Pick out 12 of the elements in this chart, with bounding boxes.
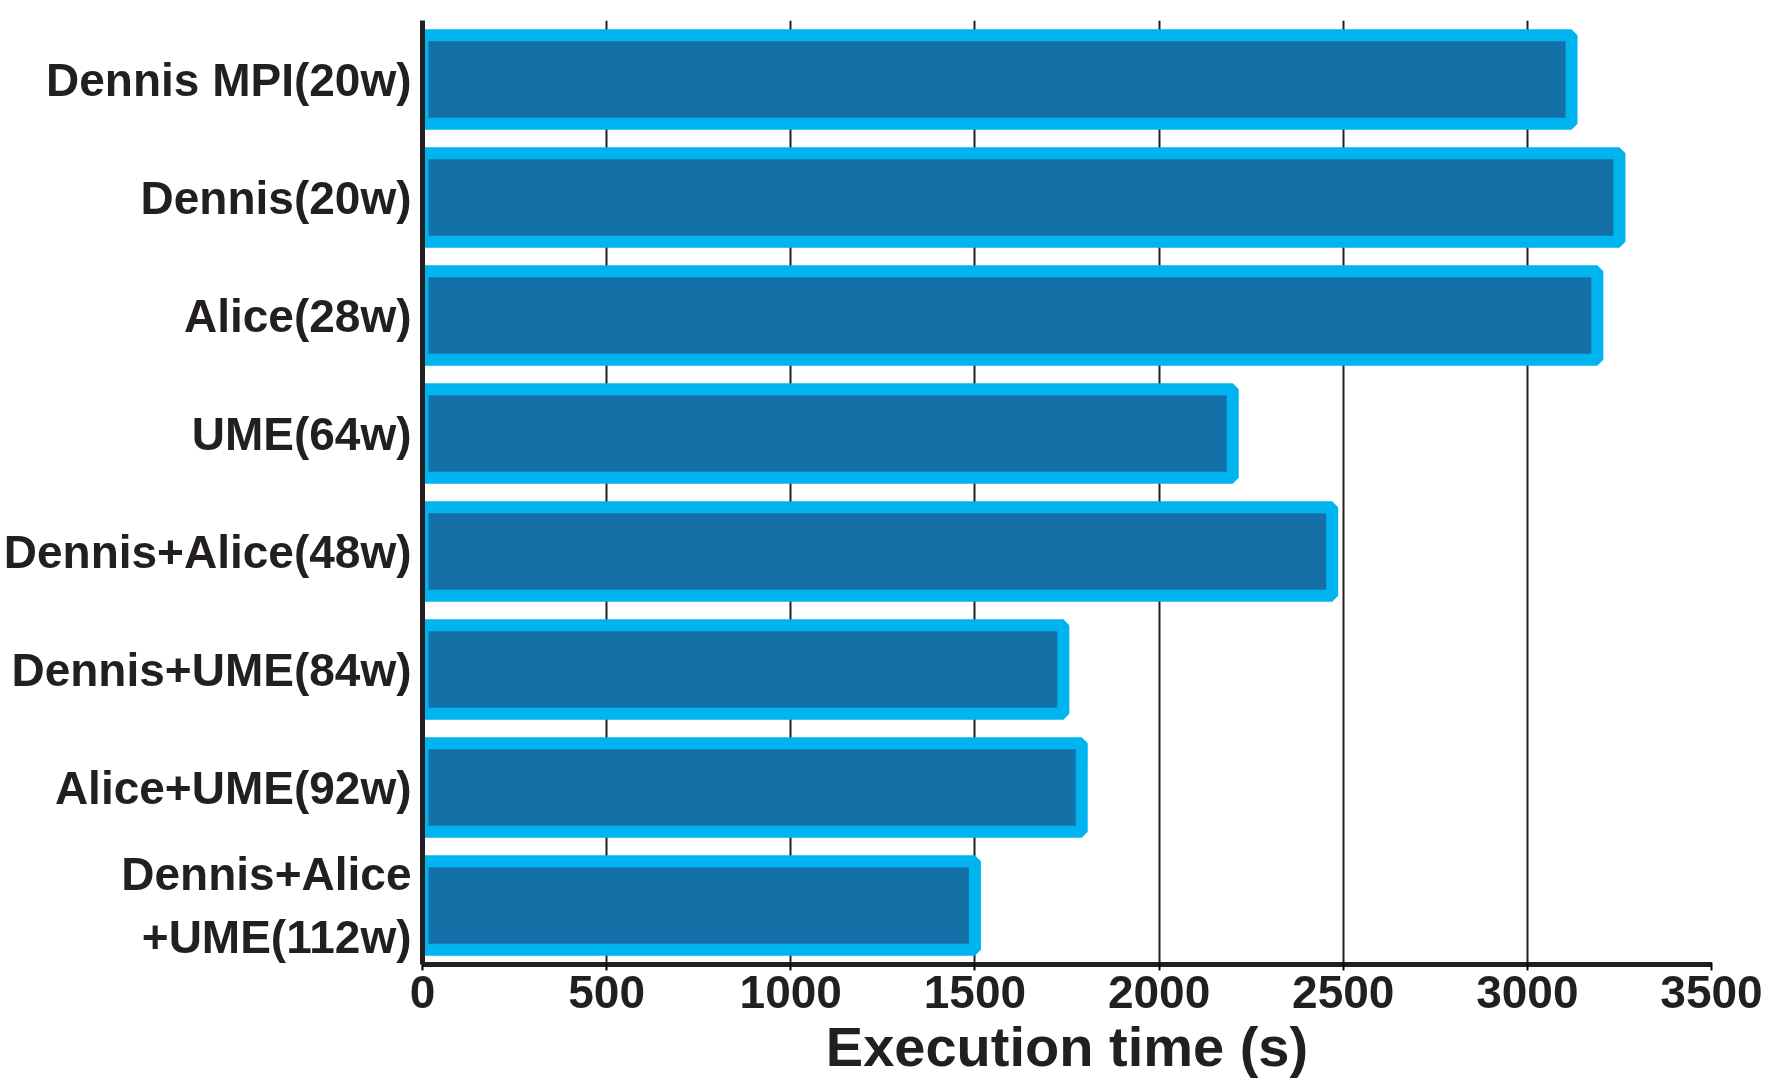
x-tick-label: 3000 (1476, 965, 1579, 1018)
x-tick-label: 0 (409, 965, 436, 1018)
y-tick-label: Dennis MPI(20w) (45, 53, 412, 106)
y-tick-label: Dennis(20w) (140, 171, 412, 224)
y-tick-label: Dennis+UME(84w) (11, 643, 412, 696)
y-tick-label: Alice(28w) (183, 289, 412, 342)
y-tick-label: Dennis+Alice+UME(112w) (121, 848, 412, 963)
y-tick-label: UME(64w) (191, 407, 412, 460)
y-tick-label: Dennis+Alice(48w) (3, 525, 412, 578)
x-tick-label: 3500 (1660, 965, 1763, 1018)
x-tick-label: 500 (568, 965, 646, 1018)
y-tick-label: Alice+UME(92w) (54, 761, 412, 814)
